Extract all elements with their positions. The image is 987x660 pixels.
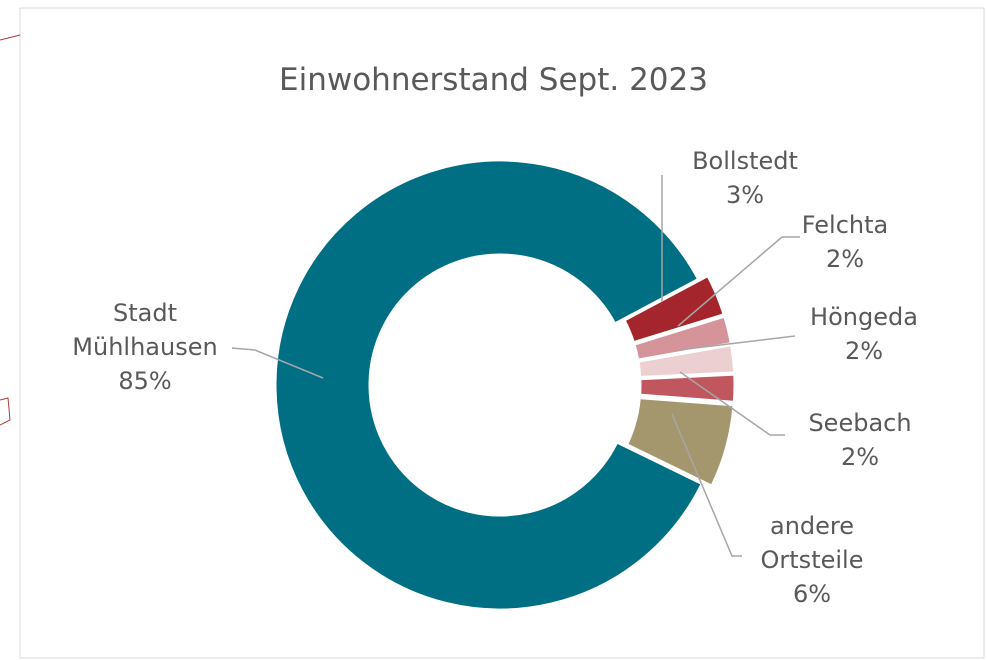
chart-title: Einwohnerstand Sept. 2023 — [279, 62, 708, 98]
category-label: andere Ortsteile — [760, 512, 864, 574]
value-label: 2% — [840, 443, 880, 471]
category-label: Bollstedt — [692, 147, 798, 175]
donut-slice — [621, 273, 727, 345]
value-label: 3% — [725, 181, 765, 209]
leader-line — [231, 347, 324, 379]
slices — [273, 158, 737, 612]
category-label: Stadt Mühlhausen — [72, 299, 218, 361]
leader-line — [677, 335, 796, 351]
leader-line — [679, 371, 785, 436]
donut-slice — [273, 158, 705, 612]
decoration — [0, 34, 21, 426]
data-label: Seebach 2% — [785, 406, 935, 474]
data-label: andere Ortsteile 6% — [747, 509, 877, 611]
category-label: Felchta — [801, 211, 889, 239]
value-label: 6% — [792, 580, 832, 608]
leader-line — [671, 413, 742, 557]
value-label: 2% — [825, 245, 865, 273]
category-label: Höngeda — [810, 303, 918, 331]
data-label: Bollstedt 3% — [670, 144, 820, 212]
value-label: 85% — [118, 367, 172, 395]
data-label: Höngeda 2% — [789, 300, 939, 368]
data-label: Stadt Mühlhausen 85% — [55, 296, 235, 398]
leader-line — [677, 236, 800, 327]
donut-slice — [624, 395, 736, 489]
data-label: Felchta 2% — [770, 208, 920, 276]
value-label: 2% — [844, 337, 884, 365]
donut-slice — [638, 372, 737, 405]
category-label: Seebach — [808, 409, 912, 437]
